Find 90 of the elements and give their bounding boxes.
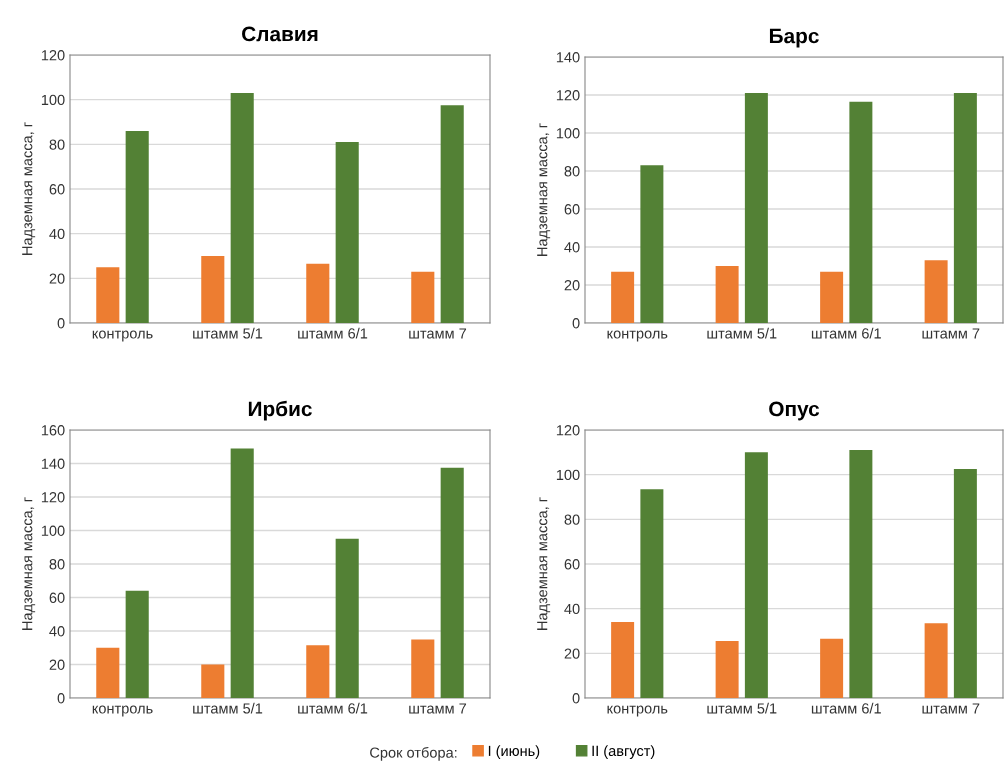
y-tick-label: 40 (49, 228, 65, 240)
bar (744, 93, 768, 323)
bar (715, 641, 739, 698)
bar (335, 538, 359, 698)
bar (411, 639, 435, 698)
y-tick-label: 120 (556, 425, 580, 436)
x-tick-label: штамм 5/1 (707, 327, 777, 339)
bar (849, 101, 873, 323)
y-tick-label: 60 (564, 559, 580, 570)
y-tick-label: 60 (49, 184, 65, 195)
legend-label: I (июнь) (488, 745, 540, 759)
bar (611, 622, 635, 698)
y-tick-label: 120 (556, 90, 580, 101)
x-tick-label: штамм 6/1 (811, 327, 881, 339)
bar (96, 647, 120, 698)
y-tick-label: 60 (564, 204, 580, 215)
y-tick-label: 100 (556, 469, 580, 481)
bar (611, 271, 635, 323)
y-tick-label: 140 (41, 458, 65, 469)
y-tick-label: 40 (564, 603, 580, 615)
bar (411, 271, 435, 323)
y-tick-label: 100 (41, 525, 65, 536)
bar (125, 590, 149, 698)
y-tick-label: 80 (564, 166, 580, 177)
y-tick-label: 20 (49, 659, 65, 670)
bar (715, 266, 739, 323)
y-tick-label: 20 (564, 648, 580, 659)
y-tick-label: 120 (41, 492, 65, 503)
chart-title: Опус (769, 401, 820, 421)
x-tick-label: штамм 5/1 (193, 702, 263, 714)
bar (96, 267, 120, 323)
y-tick-label: 40 (49, 626, 65, 637)
y-tick-label: 20 (49, 273, 65, 284)
bar (953, 93, 977, 323)
y-tick-label: 0 (57, 693, 65, 704)
bar (230, 92, 254, 323)
bar (640, 165, 664, 323)
bar (924, 260, 948, 323)
bar (953, 469, 977, 698)
y-axis-title: Надземная масса, г (22, 497, 36, 630)
bar (201, 664, 225, 698)
y-axis-title: Надземная масса, г (537, 123, 551, 256)
bar (640, 489, 664, 698)
y-axis-title: Надземная масса, г (22, 122, 36, 255)
x-tick-label: штамм 7 (922, 703, 980, 714)
bar (335, 142, 359, 323)
x-tick-label: контроль (92, 330, 153, 342)
bar (125, 130, 149, 323)
chart-title: Ирбис (248, 400, 312, 421)
legend-label: II (август) (592, 745, 655, 759)
bar (306, 645, 330, 698)
y-tick-label: 100 (556, 128, 580, 139)
x-tick-label: штамм 7 (409, 703, 467, 714)
x-tick-label: штамм 7 (409, 328, 467, 339)
chart-title: Славия (242, 26, 318, 42)
bar (440, 105, 464, 323)
bar (820, 271, 844, 323)
x-tick-label: штамм 5/1 (193, 327, 263, 339)
bar (744, 452, 768, 698)
bar (201, 256, 225, 323)
legend-title: Срок отбора: (370, 746, 457, 761)
y-tick-label: 100 (41, 94, 65, 106)
bar (230, 448, 254, 698)
bar (849, 450, 873, 698)
y-tick-label: 0 (572, 693, 580, 704)
bar (924, 623, 948, 698)
y-tick-label: 80 (49, 139, 65, 150)
y-tick-label: 80 (564, 514, 580, 525)
y-tick-label: 0 (572, 318, 580, 329)
x-tick-label: штамм 7 (922, 328, 980, 339)
x-tick-label: контроль (92, 705, 153, 717)
bar (440, 467, 464, 698)
bar (306, 263, 330, 323)
y-tick-label: 160 (41, 425, 65, 436)
x-tick-label: штамм 5/1 (707, 702, 777, 714)
x-tick-label: штамм 6/1 (811, 702, 881, 714)
x-tick-label: контроль (607, 330, 668, 342)
y-tick-label: 20 (564, 280, 580, 291)
y-tick-label: 0 (57, 318, 65, 329)
y-tick-label: 120 (41, 50, 65, 61)
y-tick-label: 140 (556, 52, 580, 63)
y-axis-title: Надземная масса, г (537, 497, 551, 630)
y-tick-label: 60 (49, 592, 65, 603)
chart-title: Барс (769, 28, 819, 48)
x-tick-label: штамм 6/1 (298, 327, 368, 339)
y-tick-label: 80 (49, 559, 65, 570)
x-tick-label: штамм 6/1 (298, 702, 368, 714)
x-tick-label: контроль (607, 705, 668, 717)
bar (820, 638, 844, 698)
y-tick-label: 40 (564, 242, 580, 253)
